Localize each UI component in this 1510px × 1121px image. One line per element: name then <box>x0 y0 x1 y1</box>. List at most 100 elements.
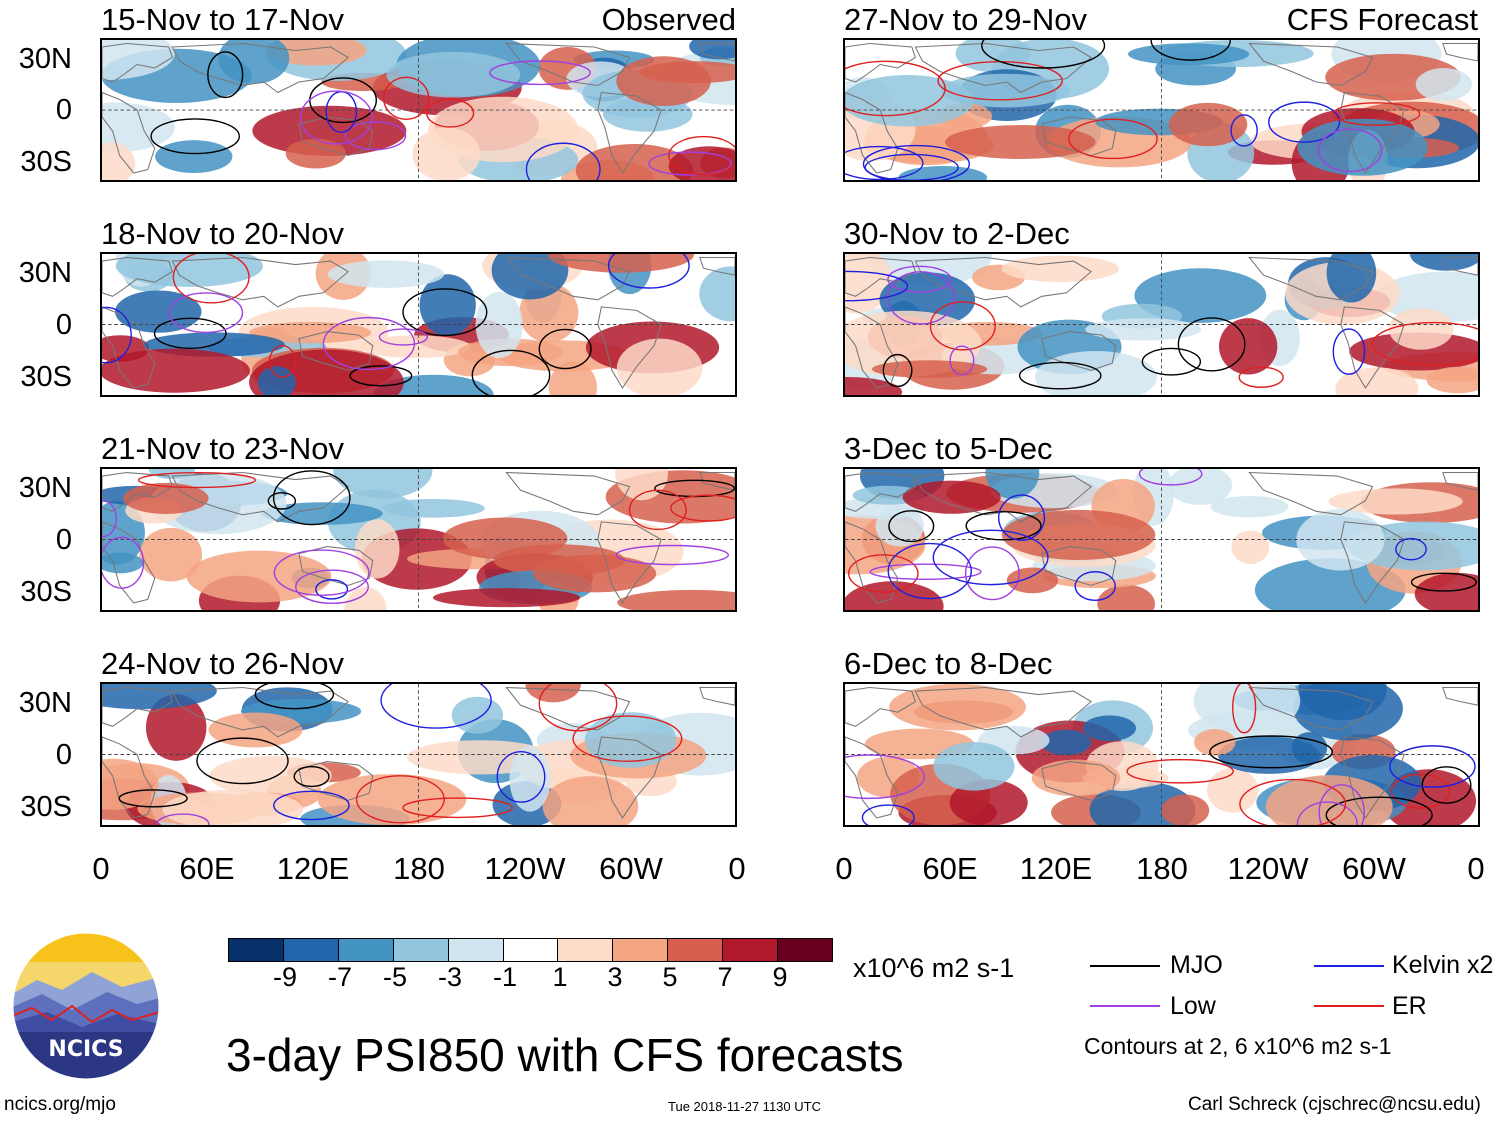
anomaly-shading <box>548 254 695 273</box>
coastline <box>1340 736 1405 819</box>
wave-contour <box>118 789 188 808</box>
anomaly-shading <box>145 694 207 761</box>
map-panel-right-2 <box>843 252 1480 397</box>
wave-contour <box>949 345 975 376</box>
wave-contour <box>380 684 492 729</box>
wave-contour <box>1230 114 1258 147</box>
anomaly-shading <box>1335 367 1419 395</box>
legend-swatch-low <box>1090 1005 1160 1007</box>
anomaly-shading <box>949 779 1028 825</box>
wave-contour <box>168 292 244 334</box>
anomaly-shading <box>845 310 982 378</box>
colorbar-tick-6: 1 <box>552 962 568 992</box>
wave-contour <box>668 135 735 176</box>
wave-contour <box>1150 40 1231 61</box>
colorbar-swatch-10 <box>723 939 779 961</box>
wave-contour <box>1317 128 1383 173</box>
wave-contour <box>1332 102 1421 126</box>
anomaly-shading <box>265 40 367 66</box>
panel-title-left-1: 15-Nov to 17-Nov <box>101 2 344 37</box>
coastline <box>505 42 631 87</box>
anomaly-shading <box>1161 794 1210 825</box>
colorbar-swatch-6 <box>503 939 559 961</box>
anomaly-shading <box>898 166 988 180</box>
wave-contour <box>1389 745 1476 788</box>
colorbar-swatch-7 <box>558 939 614 961</box>
anomaly-shading <box>1006 567 1059 594</box>
anomaly-shading <box>1218 318 1278 375</box>
wave-contour <box>355 775 445 824</box>
coastline <box>102 686 173 727</box>
anomaly-shading <box>208 712 303 748</box>
colorbar-swatch-2 <box>283 939 339 961</box>
main-title: 3-day PSI850 with CFS forecasts <box>226 1029 904 1081</box>
wave-contour <box>538 684 618 732</box>
wave-contour <box>156 813 210 825</box>
coastline <box>1248 256 1374 301</box>
coastline <box>597 306 662 389</box>
wave-contour <box>1068 118 1158 160</box>
x-label-right-0-end: 0 <box>1467 851 1485 886</box>
coastline <box>914 686 1093 738</box>
wave-contour <box>615 544 730 566</box>
anomaly-shading <box>1085 318 1202 341</box>
anomaly-shading <box>102 758 159 810</box>
anomaly-shading <box>615 469 668 501</box>
panel-title-right-2: 30-Nov to 2-Dec <box>844 216 1070 251</box>
footer-url[interactable]: ncics.org/mjo <box>4 1094 116 1115</box>
anomaly-shading <box>1426 366 1478 394</box>
wave-contour <box>207 51 244 99</box>
wave-contour <box>845 145 924 180</box>
wave-contour <box>172 254 250 304</box>
colorbar-swatch-3 <box>338 939 394 961</box>
anomaly-shading <box>1001 255 1119 283</box>
anomaly-shading <box>1210 495 1289 518</box>
colorbar-swatch-1 <box>229 939 284 961</box>
coastline <box>597 521 662 604</box>
y-label-eq-4: 0 <box>55 739 72 771</box>
wave-contour <box>344 121 407 151</box>
coastline <box>505 686 631 731</box>
coastline <box>171 256 350 308</box>
wave-contour <box>628 489 687 531</box>
wave-contour <box>887 265 952 293</box>
colorbar-tick-7: 3 <box>607 962 623 992</box>
footer-timestamp: Tue 2018-11-27 1130 UTC <box>668 1099 821 1114</box>
coastline <box>102 521 156 604</box>
anomaly-shading <box>139 527 203 582</box>
anomaly-shading <box>1231 530 1270 564</box>
anomaly-shading <box>1293 684 1403 741</box>
coastline <box>298 331 374 371</box>
colorbar-units: x10^6 m2 s-1 <box>853 953 1015 983</box>
anomaly-shading <box>209 755 332 796</box>
anomaly-shading <box>102 552 144 574</box>
anomaly-shading <box>360 335 471 358</box>
coastline <box>1442 686 1478 706</box>
map-panel-left-4 <box>100 682 737 827</box>
anomaly-shading <box>1193 684 1301 734</box>
coastline <box>505 471 631 516</box>
wave-contour <box>845 270 909 302</box>
colorbar-swatch-4 <box>393 939 449 961</box>
map-panel-left-3 <box>100 467 737 612</box>
coastline <box>1248 471 1374 516</box>
wave-contour <box>964 546 1020 601</box>
anomaly-shading <box>475 291 523 359</box>
anomaly-shading <box>542 776 639 825</box>
colorbar-swatch-5 <box>448 939 504 961</box>
anomaly-shading <box>1082 715 1137 742</box>
anomaly-shading <box>102 102 175 153</box>
coastline <box>1442 256 1478 276</box>
wave-contour <box>932 529 1049 586</box>
anomaly-shading <box>432 588 581 608</box>
anomaly-shading <box>1168 102 1248 147</box>
wave-contour <box>1318 784 1365 825</box>
colorbar-tick-10: 9 <box>772 962 788 992</box>
wave-contour <box>965 510 1042 541</box>
coastline <box>845 521 899 604</box>
x-label-left-60w: 60W <box>599 851 663 886</box>
x-label-left-60e: 60E <box>179 851 235 886</box>
anomaly-shading <box>333 469 433 499</box>
x-label-left-180: 180 <box>393 851 445 886</box>
x-label-right-60w: 60W <box>1342 851 1406 886</box>
